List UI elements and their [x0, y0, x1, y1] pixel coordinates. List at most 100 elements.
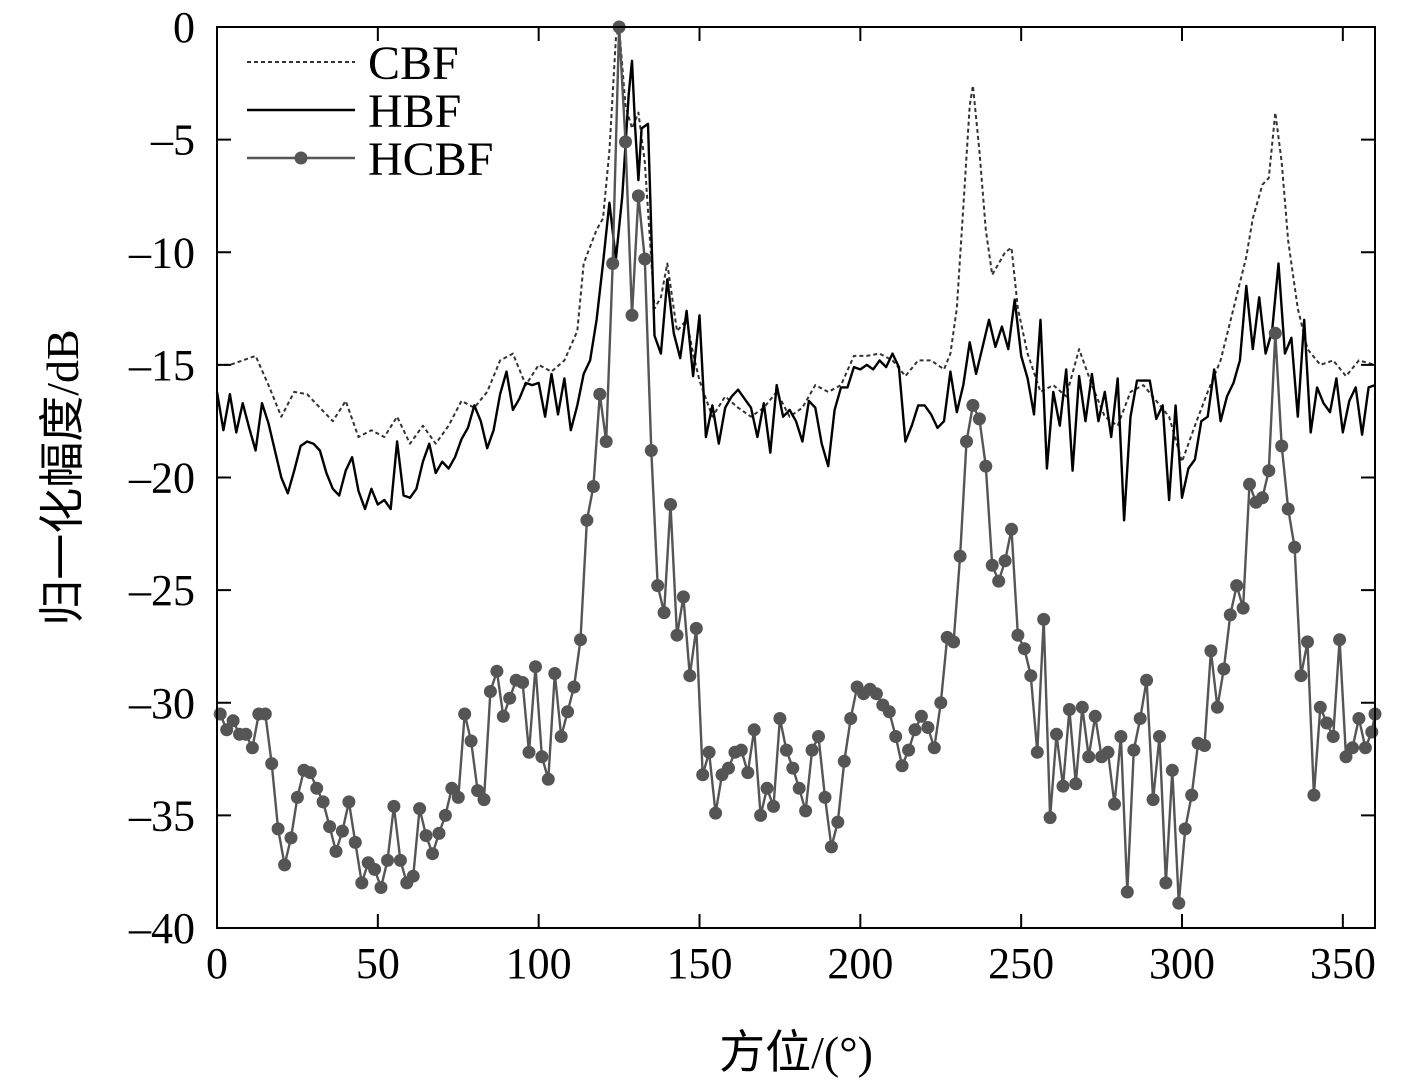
data-point-hcbf	[323, 820, 337, 834]
data-point-hcbf	[413, 802, 427, 816]
data-point-hcbf	[593, 387, 607, 401]
data-point-hcbf	[1050, 727, 1063, 741]
data-point-hcbf	[664, 498, 677, 511]
data-point-hcbf	[387, 799, 401, 813]
data-point-hcbf	[1127, 743, 1141, 757]
data-point-hcbf	[1030, 745, 1044, 759]
data-point-hcbf	[1320, 716, 1334, 730]
data-point-hcbf	[554, 730, 568, 743]
data-point-hcbf	[1326, 730, 1340, 743]
x-tick-label: 0	[206, 939, 228, 988]
data-point-hcbf	[792, 781, 806, 795]
data-point-hcbf	[599, 435, 613, 448]
data-point-hcbf	[1120, 885, 1134, 899]
data-point-hcbf	[1358, 741, 1372, 755]
data-point-hcbf	[1069, 777, 1083, 791]
data-point-hcbf	[342, 795, 356, 809]
data-point-hcbf	[265, 757, 279, 771]
data-point-hcbf	[1268, 326, 1282, 340]
data-point-hcbf	[503, 691, 517, 705]
data-point-hcbf	[651, 579, 665, 593]
data-point-hcbf	[638, 252, 652, 266]
data-point-hcbf	[406, 869, 420, 883]
data-point-hcbf	[1294, 669, 1308, 683]
data-point-hcbf	[914, 709, 928, 723]
data-point-hcbf	[670, 628, 684, 642]
data-point-hcbf	[1075, 700, 1089, 714]
legend-marker	[294, 151, 308, 165]
data-point-hcbf	[451, 790, 465, 804]
data-point-hcbf	[586, 480, 600, 493]
data-point-hcbf	[960, 435, 973, 448]
data-point-hcbf	[239, 727, 253, 741]
data-point-hcbf	[1313, 700, 1327, 714]
data-point-hcbf	[1178, 822, 1192, 836]
data-point-hcbf	[741, 766, 755, 780]
data-point-hcbf	[1281, 502, 1295, 516]
data-point-hcbf	[438, 808, 452, 822]
data-point-hcbf	[1365, 725, 1379, 739]
y-tick-label: –30	[128, 679, 195, 728]
data-point-hcbf	[1133, 712, 1147, 725]
data-point-hcbf	[947, 635, 961, 649]
data-point-hcbf	[574, 633, 587, 647]
data-point-hcbf	[1037, 612, 1051, 626]
y-axis-title: 归一化幅度/dB	[37, 329, 88, 625]
data-point-hcbf	[1043, 811, 1057, 825]
data-point-hcbf	[657, 606, 671, 620]
data-point-hcbf	[303, 766, 317, 780]
data-point-hcbf	[844, 712, 858, 725]
series-line-hbf	[215, 59, 1376, 522]
data-point-hcbf	[1307, 788, 1321, 802]
x-tick-label: 150	[667, 939, 733, 988]
data-point-hcbf	[1011, 628, 1025, 642]
data-point-hcbf	[1101, 745, 1115, 759]
data-point-hcbf	[799, 804, 813, 818]
data-point-hcbf	[477, 793, 491, 807]
data-point-hcbf	[734, 743, 748, 757]
data-point-hcbf	[882, 705, 896, 719]
data-point-hcbf	[1114, 730, 1128, 743]
data-point-hcbf	[1217, 662, 1231, 676]
legend-label-cbf: CBF	[368, 37, 459, 90]
data-point-hcbf	[1140, 673, 1154, 687]
data-point-hcbf	[310, 781, 324, 795]
data-point-hcbf	[805, 743, 819, 757]
data-point-hcbf	[606, 257, 620, 270]
data-point-hcbf	[1082, 750, 1096, 764]
data-point-hcbf	[335, 824, 349, 838]
data-point-hcbf	[979, 459, 993, 473]
data-point-hcbf	[1159, 876, 1173, 890]
data-point-hcbf	[676, 590, 690, 604]
data-point-hcbf	[464, 734, 478, 748]
data-point-hcbf	[458, 707, 472, 721]
data-point-hcbf	[722, 761, 735, 775]
data-point-hcbf	[316, 795, 330, 809]
data-point-hcbf	[355, 876, 369, 890]
data-point-hcbf	[278, 858, 292, 872]
data-point-hcbf	[747, 723, 761, 737]
data-point-hcbf	[767, 799, 780, 813]
data-point-hcbf	[1108, 797, 1121, 811]
data-point-hcbf	[1352, 712, 1366, 725]
data-point-hcbf	[921, 721, 935, 734]
data-point-hcbf	[644, 444, 658, 457]
data-point-hcbf	[1255, 491, 1269, 505]
series-layer	[213, 20, 1382, 910]
data-point-hcbf	[381, 853, 394, 867]
x-tick-label: 300	[1149, 939, 1215, 988]
data-point-hcbf	[1153, 730, 1166, 743]
series-line-cbf	[217, 26, 1376, 463]
data-point-hcbf	[1223, 608, 1237, 622]
data-point-hcbf	[1236, 601, 1250, 615]
y-tick-label: –5	[150, 116, 195, 165]
data-point-hcbf	[1333, 633, 1347, 647]
data-point-hcbf	[348, 835, 362, 849]
data-point-hcbf	[631, 189, 645, 203]
data-point-hcbf	[625, 308, 639, 322]
y-tick-label: –10	[128, 228, 195, 277]
data-point-hcbf	[419, 829, 433, 843]
data-point-hcbf	[1024, 669, 1038, 683]
